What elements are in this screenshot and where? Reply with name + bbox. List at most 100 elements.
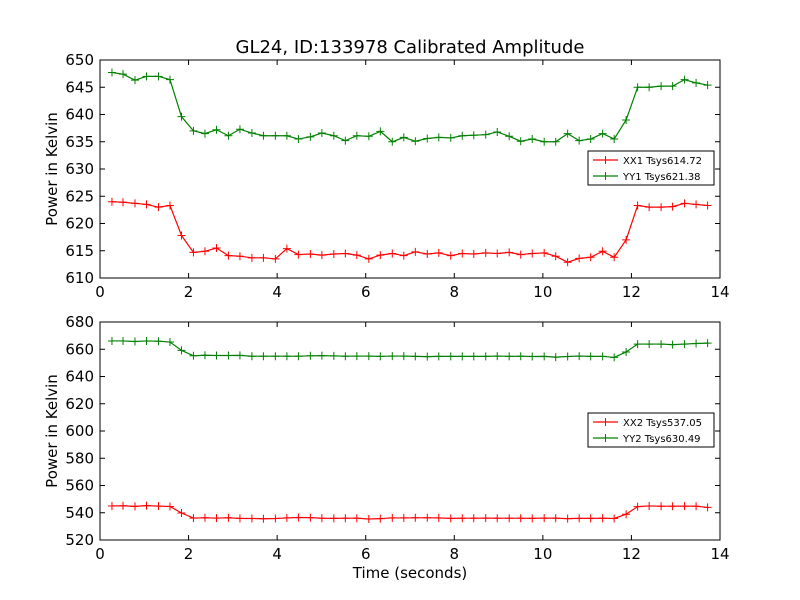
data-point [399,513,408,522]
data-point [586,135,595,144]
y-tick-label: 610 [65,269,94,287]
y-tick-label: 540 [65,504,94,522]
x-tick-label: 10 [533,545,552,563]
data-point [341,249,350,258]
data-point [329,250,338,259]
chart-title: GL24, ID:133978 Calibrated Amplitude [236,37,585,58]
data-point [657,82,666,91]
data-point [142,200,151,209]
data-point [282,244,291,253]
data-point [154,203,163,212]
data-point [317,351,326,360]
top-panel: 0 2 4 6 8 10 12 14 610 615 620 625 630 635 640 645 650 Po… [43,51,730,301]
data-point [528,249,537,258]
data-point [481,130,490,139]
data-point [423,513,432,522]
data-point [657,203,666,212]
data-point [388,137,397,146]
data-point [317,514,326,523]
y-tick-label: 620 [65,395,94,413]
data-point [434,133,443,142]
data-point [224,351,233,360]
data-point [575,514,584,523]
data-point [493,127,502,136]
data-point [329,351,338,360]
y-tick-label: 600 [65,422,94,440]
data-point [446,251,455,260]
data-point [469,514,478,523]
data-point [177,231,186,240]
legend-label: XX1 Tsys614.72 [623,156,702,167]
data-point [329,131,338,140]
data-point [668,202,677,211]
data-point [610,353,619,362]
data-point [598,352,607,361]
data-point [575,352,584,361]
data-point [294,135,303,144]
data-point [119,70,128,79]
legend-marker [601,418,610,426]
legend-box [587,412,715,448]
data-point [598,247,607,256]
data-point [586,253,595,262]
data-point [154,337,163,346]
y-tick-label: 520 [65,531,94,549]
legend-label: YY2 Tsys630.49 [622,434,701,445]
x-tick-label: 4 [272,545,282,563]
data-point [680,75,689,84]
x-tick-label: 14 [710,283,729,301]
data-point [598,514,607,523]
data-point [130,337,139,346]
x-axis-label: Time (seconds) [352,564,468,582]
legend-label: XX2 Tsys537.05 [623,418,702,429]
data-point [130,76,139,85]
data-point [505,132,514,141]
data-point [165,201,174,210]
x-tick-label: 4 [272,283,282,301]
data-point [388,249,397,258]
data-point [352,514,361,523]
data-point [446,352,455,361]
data-point [294,513,303,522]
data-point [528,352,537,361]
data-point [575,254,584,263]
data-point [575,136,584,145]
y-tick-label: 640 [65,106,94,124]
x-tick-label: 12 [622,545,641,563]
x-tick-label: 2 [184,283,194,301]
data-point [458,131,467,140]
y-axis-label: Power in Kelvin [43,112,61,226]
data-point [528,135,537,144]
data-point [364,352,373,361]
data-point [399,133,408,142]
data-point [680,199,689,208]
data-point [119,501,128,510]
data-point [563,514,572,523]
data-point [119,198,128,207]
data-point [189,126,198,135]
data-point [622,347,631,356]
data-point [622,510,631,519]
data-point [692,339,701,348]
data-point [317,129,326,138]
y-tick-label: 620 [65,215,94,233]
data-point [259,514,268,523]
x-tick-label: 2 [184,545,194,563]
data-point [341,514,350,523]
x-tick-label: 12 [622,283,641,301]
data-point [364,254,373,263]
data-point [142,336,151,345]
y-tick-label: 630 [65,160,94,178]
data-point [657,502,666,511]
data-point [235,252,244,261]
x-tick-label: 6 [361,283,371,301]
data-point [551,137,560,146]
data-point [458,352,467,361]
data-point [703,81,712,90]
data-point [516,352,525,361]
data-point [645,501,654,510]
data-point [212,125,221,134]
data-point [317,251,326,260]
data-point [458,249,467,258]
series-line [111,71,708,143]
